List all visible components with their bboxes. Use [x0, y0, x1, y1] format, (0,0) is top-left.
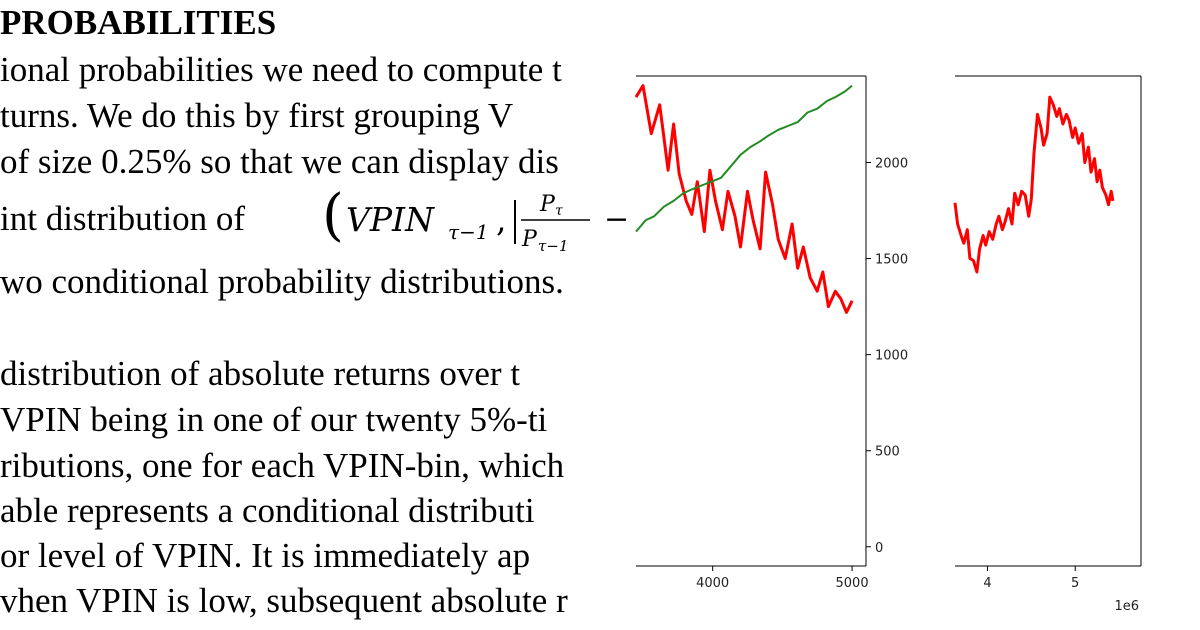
body-line: of size 0.25% so that we can display dis — [0, 142, 559, 181]
body-line: VPIN being in one of our twenty 5%-ti — [0, 400, 548, 439]
x-tick-label: 4 — [983, 576, 991, 591]
body-line: turns. We do this by first grouping V — [0, 96, 514, 135]
series-line-1 — [635, 84, 853, 233]
math-minus: − — [604, 202, 629, 237]
x-offset-label: 1e6 — [1114, 599, 1139, 614]
series-line-0 — [634, 84, 854, 314]
body-line: ributions, one for each VPIN-bin, which — [0, 446, 565, 485]
chart-right: 4 5 1e6 — [953, 75, 1142, 614]
body-line: int distribution of — [0, 199, 245, 238]
x-tick-label: 5 — [1071, 576, 1079, 591]
y-tick-label: 0 — [875, 541, 883, 556]
chart-left: 0 500 1000 1500 2000 4000 5000 — [634, 75, 908, 591]
x-tick-label: 5000 — [836, 576, 869, 591]
body-line: ional probabilities we need to compute t — [0, 50, 562, 89]
math-open-paren: ( — [322, 183, 344, 248]
section-heading: PROBABILITIES — [0, 3, 277, 42]
math-vpin: VPIN — [346, 200, 435, 239]
series-line-0 — [953, 95, 1115, 274]
frac-numerator-sub: τ — [555, 203, 563, 219]
x-tick-label: 4000 — [696, 576, 729, 591]
body-line: vhen VPIN is low, subsequent absolute r — [0, 581, 568, 620]
body-line: wo conditional probability distributions… — [0, 262, 564, 301]
y-tick-label: 2000 — [875, 156, 908, 171]
body-line: able represents a conditional distributi — [0, 491, 535, 530]
y-tick-label: 1500 — [875, 253, 908, 268]
document-page: PROBABILITIES ional probabilities we nee… — [0, 3, 629, 620]
y-tick-label: 1000 — [875, 349, 908, 364]
math-comma: , — [496, 200, 507, 239]
frac-denominator-sub: τ−1 — [538, 237, 568, 255]
math-expression: ( VPIN τ−1 , P τ P τ−1 − — [322, 183, 629, 255]
frac-denominator: P — [521, 227, 538, 252]
frac-numerator: P — [539, 192, 556, 217]
body-line: or level of VPIN. It is immediately ap — [0, 536, 531, 575]
math-vpin-subscript: τ−1 — [448, 220, 489, 244]
y-tick-label: 500 — [875, 445, 900, 460]
body-line: distribution of absolute returns over t — [0, 354, 521, 393]
